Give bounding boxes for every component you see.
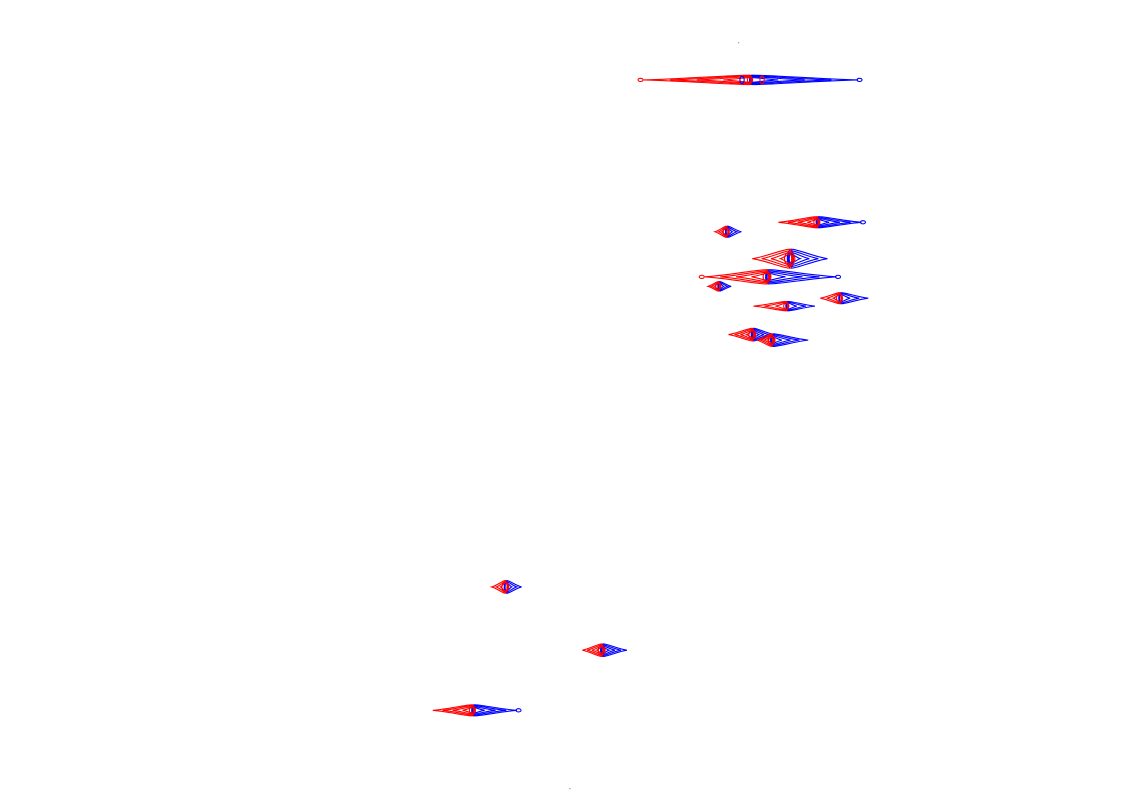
contour-satellite-red <box>637 77 644 83</box>
contour-peak <box>756 333 809 348</box>
contour-peak <box>582 643 627 658</box>
contour-line-blue <box>725 227 734 236</box>
contour-peak <box>820 292 869 305</box>
contour-satellite-blue <box>515 708 522 713</box>
contour-center-ring <box>722 227 730 237</box>
speck-dot <box>569 788 571 790</box>
speck-layer <box>569 42 740 790</box>
contour-line-blue <box>766 272 786 281</box>
contour-line-red <box>761 250 794 268</box>
contour-line-red <box>766 336 774 344</box>
contour-peak <box>637 74 863 86</box>
contour-line-red <box>770 251 793 266</box>
contour-center-ring <box>783 251 796 266</box>
contour-line-blue <box>771 336 782 344</box>
contour-peak <box>489 580 522 594</box>
contour-satellite-blue <box>856 77 863 83</box>
contour-line-blue <box>788 251 810 266</box>
contour-center-ring <box>501 581 510 592</box>
contour-peak <box>753 300 816 312</box>
contour-line-red <box>752 248 795 269</box>
contour-line-blue <box>786 248 828 269</box>
contour-peak <box>706 281 732 292</box>
contour-satellite-blue <box>859 220 866 225</box>
contour-line-blue <box>472 707 485 714</box>
contour-line-blue <box>504 582 514 592</box>
contour-line-red <box>713 282 721 291</box>
contour-line-red <box>499 582 508 592</box>
contour-line-red <box>720 227 729 236</box>
contour-line-blue <box>717 282 725 291</box>
contour-peak <box>432 704 522 717</box>
contour-line-red <box>723 77 752 83</box>
contour-center-ring <box>597 645 606 656</box>
contour-line-blue <box>787 250 819 268</box>
contour-line-red <box>778 253 793 264</box>
contour-center-ring <box>468 705 477 715</box>
contour-line-red <box>744 330 755 339</box>
contour-line-red <box>462 707 475 714</box>
contour-center-ring <box>762 271 772 283</box>
contour-center-ring <box>746 76 754 84</box>
contour-line-red <box>807 219 819 226</box>
contour-peak <box>752 248 828 269</box>
contour-center-ring <box>715 282 722 291</box>
contour-peak <box>698 269 842 285</box>
contour-line-red <box>751 272 770 281</box>
contour-line-red <box>595 646 604 654</box>
contour-center-ring-blue <box>739 75 745 85</box>
contour-satellite-blue <box>834 274 842 280</box>
contour-line-blue <box>785 302 797 310</box>
contour-center-ring <box>835 293 844 303</box>
contour-peak <box>712 225 742 238</box>
contour-peak <box>728 327 775 342</box>
contour-line-blue <box>838 294 851 303</box>
contour-center-ring <box>813 217 821 227</box>
speck-dot <box>738 42 740 44</box>
contour-center-ring <box>783 302 790 310</box>
contour-satellite-red <box>698 274 705 280</box>
contour-center-ring <box>767 335 776 346</box>
contour-peak <box>778 216 866 229</box>
contour-line-blue <box>601 646 611 654</box>
contour-peaks-layer <box>432 74 869 717</box>
contour-line-red <box>775 302 789 310</box>
contour-center-ring <box>748 329 757 340</box>
contour-center-ring <box>759 75 765 85</box>
contour-line-blue <box>816 219 830 226</box>
